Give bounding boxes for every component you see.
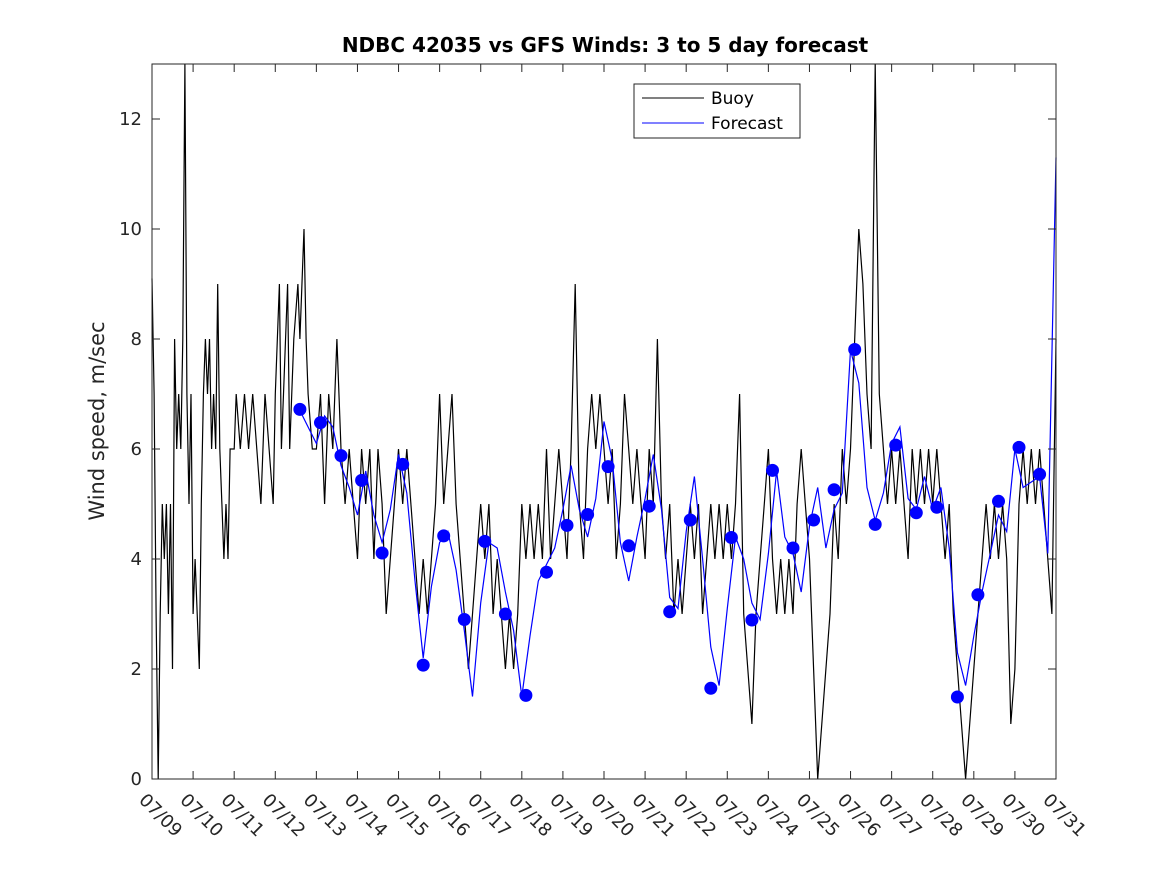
- forecast-marker: [375, 546, 389, 560]
- y-tick-label: 2: [131, 659, 142, 680]
- forecast-marker: [971, 588, 985, 602]
- forecast-marker: [601, 460, 615, 474]
- forecast-marker: [950, 690, 964, 704]
- forecast-marker: [334, 449, 348, 463]
- forecast-marker: [1012, 440, 1026, 454]
- y-axis: 0 2 4 6 8 10 12: [119, 109, 1056, 790]
- forecast-marker: [355, 473, 369, 487]
- forecast-marker: [724, 531, 738, 544]
- forecast-marker: [663, 605, 677, 619]
- forecast-marker: [519, 688, 533, 702]
- series-line-forecast: [299, 157, 1057, 697]
- forecast-marker: [745, 613, 759, 627]
- forecast-marker: [581, 508, 595, 521]
- forecast-markers: [293, 343, 1047, 704]
- forecast-marker: [498, 607, 512, 621]
- forecast-marker: [540, 565, 553, 579]
- forecast-marker: [622, 539, 636, 553]
- forecast-marker: [457, 613, 471, 626]
- forecast-marker: [848, 343, 862, 356]
- forecast-marker: [293, 402, 307, 416]
- y-tick-label: 6: [131, 439, 142, 460]
- legend-forecast-label: Forecast: [711, 114, 783, 134]
- forecast-marker: [437, 529, 451, 543]
- forecast-marker: [1033, 467, 1047, 481]
- forecast-marker: [827, 483, 841, 497]
- forecast-marker: [314, 416, 327, 430]
- forecast-marker: [889, 438, 903, 452]
- buoy-series: [151, 63, 1057, 780]
- legend-buoy-label: Buoy: [711, 89, 754, 109]
- y-tick-label: 12: [119, 109, 142, 130]
- y-tick-label: 10: [119, 219, 142, 240]
- y-axis-label: Wind speed, m/sec: [85, 321, 109, 520]
- forecast-marker: [396, 457, 410, 471]
- forecast-marker: [642, 499, 656, 513]
- series-line-buoy: [151, 63, 1057, 780]
- forecast-marker: [909, 506, 923, 520]
- forecast-marker: [868, 517, 882, 531]
- forecast-marker: [560, 518, 574, 532]
- forecast-marker: [704, 681, 718, 695]
- chart-title: NDBC 42035 vs GFS Winds: 3 to 5 day fore…: [342, 33, 869, 57]
- forecast-series: [299, 157, 1057, 697]
- y-tick-label: 8: [131, 329, 142, 350]
- forecast-marker: [786, 541, 800, 555]
- legend-box: [633, 83, 801, 139]
- y-tick-label: 0: [131, 769, 142, 790]
- forecast-marker: [478, 534, 492, 548]
- forecast-marker: [992, 494, 1005, 508]
- forecast-marker: [766, 463, 779, 477]
- legend: Buoy Forecast: [633, 83, 801, 139]
- forecast-marker: [930, 500, 944, 514]
- y-tick-label: 4: [131, 549, 142, 570]
- forecast-marker: [416, 658, 430, 672]
- forecast-marker: [807, 513, 821, 527]
- forecast-marker: [683, 513, 697, 527]
